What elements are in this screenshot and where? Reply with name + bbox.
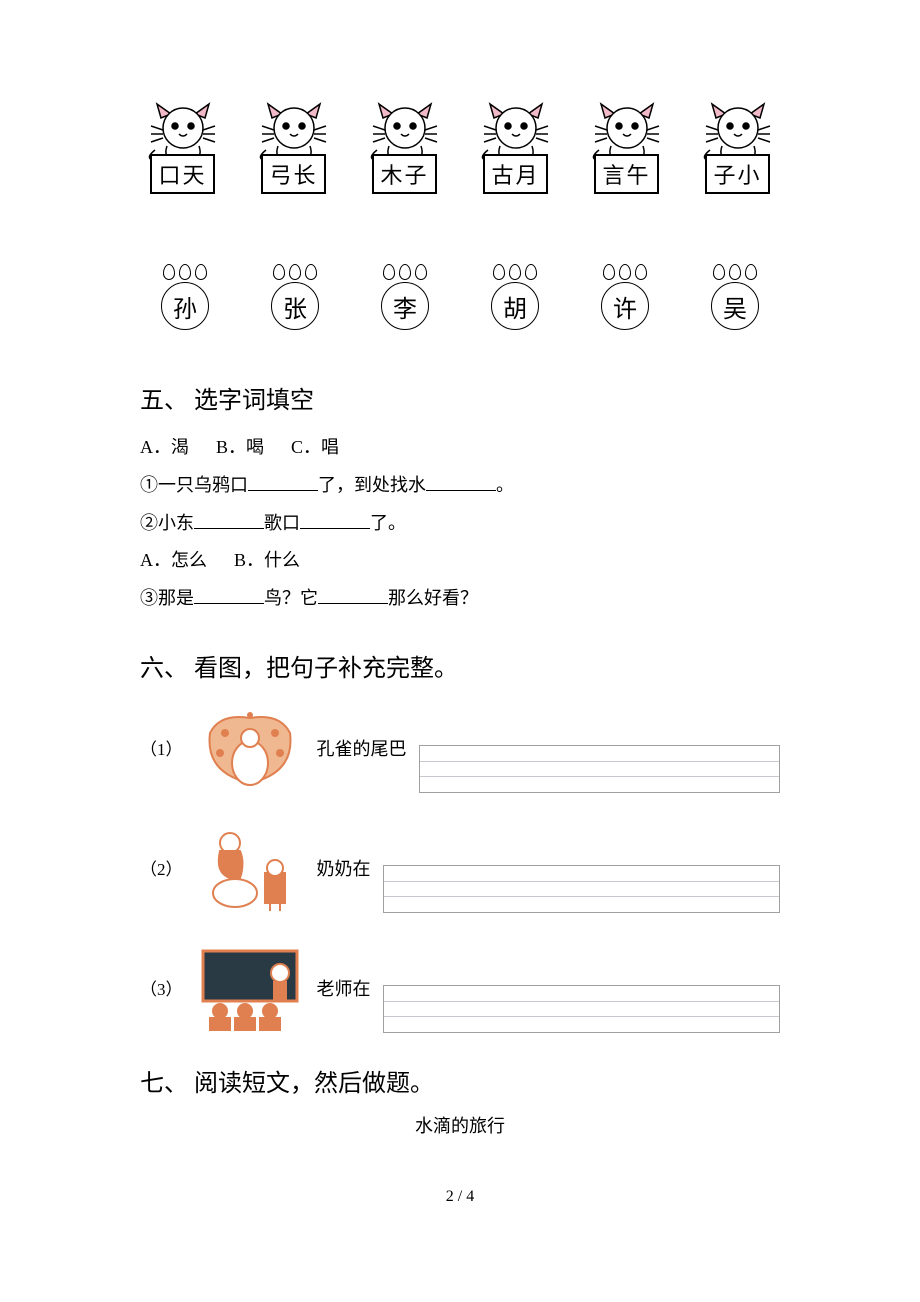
teacher-icon	[195, 943, 305, 1033]
paw-item: 张	[260, 264, 330, 330]
writing-box[interactable]	[383, 985, 781, 1033]
fill-blank[interactable]	[194, 586, 264, 604]
paw-toes-icon	[603, 264, 647, 280]
cat-icon	[587, 100, 667, 160]
paw-toes-icon	[273, 264, 317, 280]
cat-item: 木子	[362, 100, 447, 194]
row-text: 孔雀的尾巴	[317, 735, 407, 761]
section5-title: 五、 选字词填空	[140, 380, 780, 415]
row-text: 奶奶在	[317, 855, 371, 881]
row-number: （2）	[140, 855, 183, 880]
paw-item: 李	[370, 264, 440, 330]
text: 。	[496, 475, 514, 495]
section5-body: A．渴 B．喝 C．唱 ①一只乌鸦口 了，到处找水 。 ②小东 歌口 了。 A．怎么 B…	[140, 429, 780, 618]
cat-label: 弓长	[261, 154, 325, 194]
cat-label: 木子	[372, 154, 436, 194]
paw-item: 孙	[150, 264, 220, 330]
text: 了，到处找水	[318, 475, 426, 495]
cat-item: 子小	[695, 100, 780, 194]
cat-item: 言午	[584, 100, 669, 194]
text: 那么好看？	[388, 588, 478, 608]
row-text: 老师在	[317, 975, 371, 1001]
section7-title: 七、 阅读短文，然后做题。	[140, 1063, 780, 1098]
paw-row: 孙 张 李 胡 许 吴	[140, 264, 780, 330]
fill-blank[interactable]	[426, 473, 496, 491]
cat-label: 口天	[150, 154, 214, 194]
paw-char: 吴	[711, 282, 759, 330]
row-number: （3）	[140, 975, 183, 1000]
section5-line3: ③那是 鸟？它 那么好看？	[140, 580, 780, 618]
text: 歌口	[264, 513, 300, 533]
cat-item: 古月	[473, 100, 558, 194]
writing-box[interactable]	[419, 745, 781, 793]
section5-line2: ②小东 歌口 了。	[140, 505, 780, 543]
section5-line1: ①一只乌鸦口 了，到处找水 。	[140, 467, 780, 505]
fill-blank[interactable]	[248, 473, 318, 491]
cat-icon	[698, 100, 778, 160]
cat-icon	[365, 100, 445, 160]
cat-item: 口天	[140, 100, 225, 194]
paw-char: 孙	[161, 282, 209, 330]
paw-item: 吴	[700, 264, 770, 330]
paw-toes-icon	[163, 264, 207, 280]
paw-toes-icon	[493, 264, 537, 280]
fill-blank[interactable]	[318, 586, 388, 604]
text: ①一只乌鸦口	[140, 475, 248, 495]
section6-row: （1） 孔雀的尾巴	[140, 703, 780, 793]
cat-icon	[254, 100, 334, 160]
paw-toes-icon	[713, 264, 757, 280]
cat-row: 口天 弓长 木子 古月 言午 子小	[140, 100, 780, 194]
text: 鸟？它	[264, 588, 318, 608]
fill-blank[interactable]	[300, 511, 370, 529]
paw-item: 许	[590, 264, 660, 330]
cat-label: 子小	[705, 154, 769, 194]
text: ③那是	[140, 588, 194, 608]
paw-char: 许	[601, 282, 649, 330]
row-number: （1）	[140, 735, 183, 760]
section6-row: （3） 老师在	[140, 943, 780, 1033]
page-number: 2 / 4	[140, 1188, 780, 1206]
cat-icon	[143, 100, 223, 160]
text: ②小东	[140, 513, 194, 533]
paw-char: 李	[381, 282, 429, 330]
paw-char: 胡	[491, 282, 539, 330]
grandma-icon	[195, 823, 305, 913]
paw-item: 胡	[480, 264, 550, 330]
paw-toes-icon	[383, 264, 427, 280]
worksheet-page: 口天 弓长 木子 古月 言午 子小 孙 张	[0, 0, 920, 1246]
cat-icon	[476, 100, 556, 160]
text: 了。	[370, 513, 406, 533]
peacock-icon	[195, 703, 305, 793]
section6-title: 六、 看图，把句子补充完整。	[140, 648, 780, 683]
fill-blank[interactable]	[194, 511, 264, 529]
cat-label: 古月	[483, 154, 547, 194]
reading-title: 水滴的旅行	[140, 1112, 780, 1138]
cat-label: 言午	[594, 154, 658, 194]
writing-box[interactable]	[383, 865, 781, 913]
section5-choices2: A．怎么 B．什么	[140, 542, 780, 580]
cat-item: 弓长	[251, 100, 336, 194]
paw-char: 张	[271, 282, 319, 330]
section5-choices1: A．渴 B．喝 C．唱	[140, 429, 780, 467]
section6-row: （2） 奶奶在	[140, 823, 780, 913]
